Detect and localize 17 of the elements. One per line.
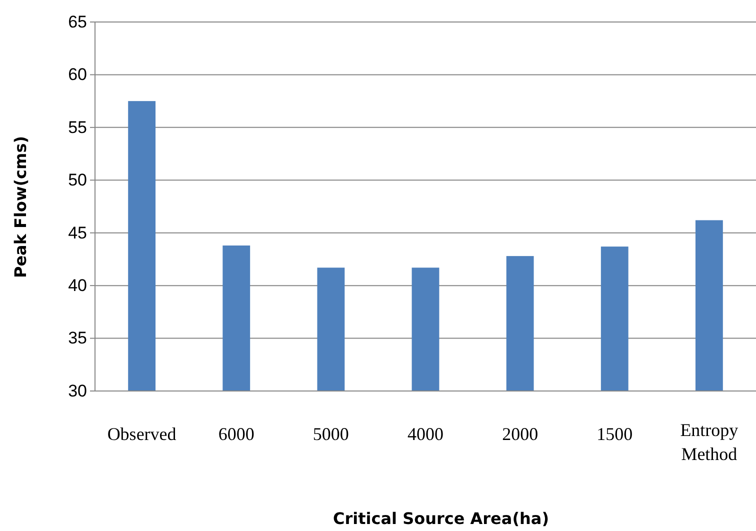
y-tick-label: 65 bbox=[68, 12, 87, 32]
y-axis-title: Peak Flow(cms) bbox=[11, 136, 30, 278]
x-axis-title: Critical Source Area(ha) bbox=[332, 509, 550, 528]
y-tick-label: 35 bbox=[68, 328, 87, 348]
y-tick-label: 45 bbox=[68, 223, 87, 242]
y-tick-label: 55 bbox=[68, 118, 87, 137]
x-tick-label: 5000 bbox=[312, 424, 349, 444]
y-tick-label: 40 bbox=[68, 276, 87, 296]
y-tick-label: 60 bbox=[68, 65, 87, 84]
x-tick-label: 6000 bbox=[218, 424, 254, 444]
x-tick-label: 1500 bbox=[596, 424, 633, 444]
x-tick-label: 4000 bbox=[408, 424, 444, 444]
y-tick-label: 30 bbox=[68, 381, 87, 400]
x-tick-label: Entropy Method bbox=[680, 420, 738, 464]
y-tick-label: 50 bbox=[68, 170, 87, 190]
x-tick-label: 2000 bbox=[502, 424, 538, 444]
x-tick-label: Observed bbox=[107, 424, 176, 444]
